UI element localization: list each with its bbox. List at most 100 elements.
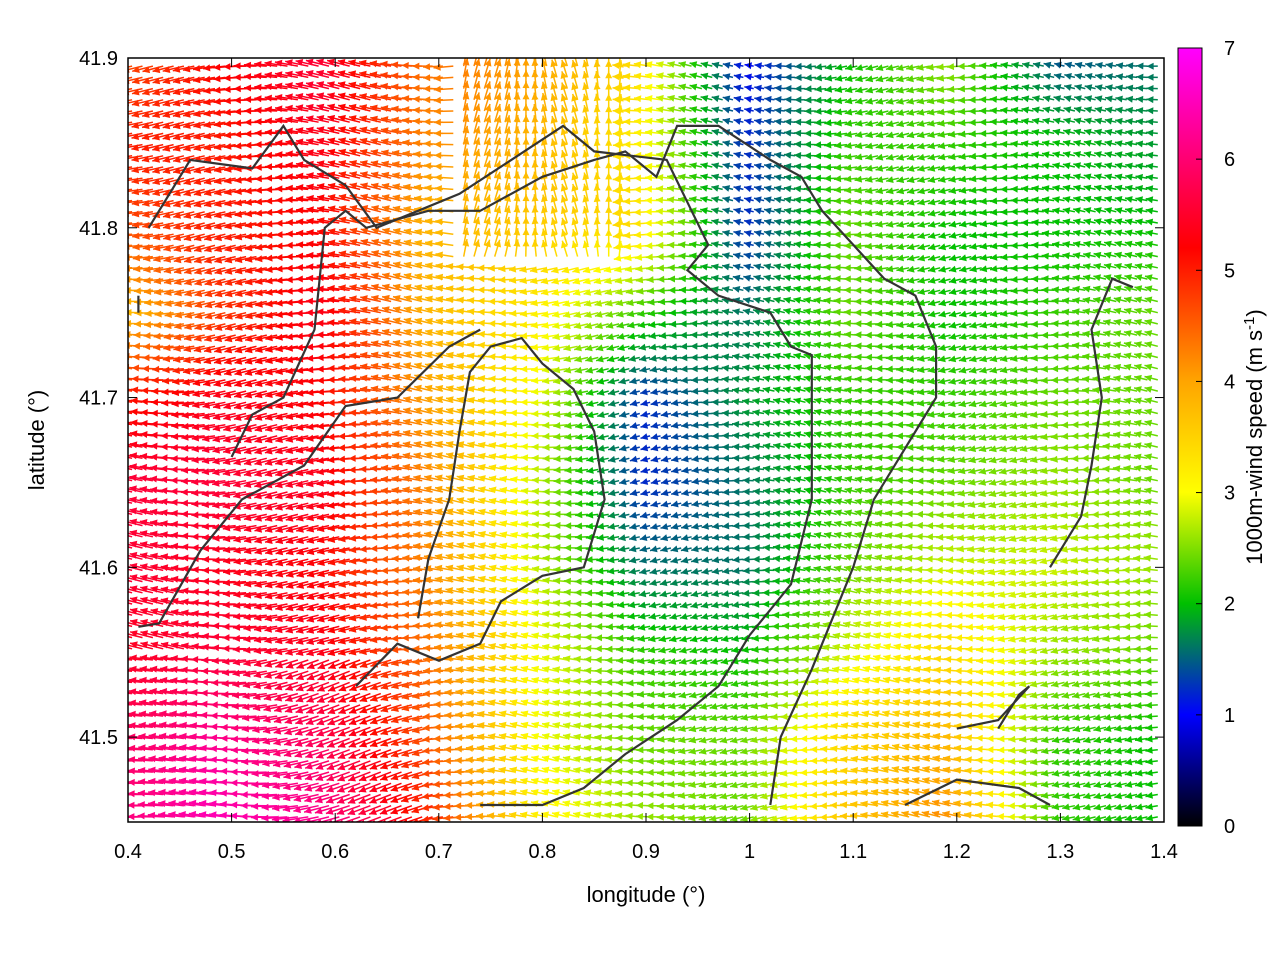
wind-vector-head (997, 802, 1004, 809)
wind-vector-head (997, 735, 1004, 742)
wind-vector (637, 669, 650, 676)
wind-vector-head (851, 756, 859, 763)
wind-vector (637, 658, 650, 665)
wind-vector-head (720, 748, 728, 755)
wind-vector (1093, 669, 1107, 676)
wind-vector-head (668, 747, 675, 754)
wind-vector-head (605, 734, 612, 741)
wind-vector-head (802, 667, 809, 674)
wind-vector-head (118, 711, 125, 718)
wind-vector-head (820, 768, 827, 775)
wind-vector-head (810, 769, 817, 776)
wind-vector (1104, 793, 1116, 800)
wind-vector-head (584, 789, 592, 796)
wind-vector-head (210, 778, 217, 785)
wind-vector (710, 703, 723, 710)
wind-vector-head (1083, 759, 1091, 766)
wind-vector-head (711, 635, 719, 642)
wind-vector (679, 647, 691, 654)
wind-vector-head (771, 668, 778, 675)
wind-vector (741, 691, 754, 698)
wind-vector-head (616, 713, 623, 720)
wind-vector-head (657, 792, 664, 799)
wind-vector-head (201, 668, 208, 675)
wind-vector (720, 793, 733, 800)
wind-vector-head (760, 759, 768, 766)
wind-vector-head (700, 681, 708, 688)
wind-vector-head (230, 790, 237, 797)
wind-vector (709, 804, 723, 811)
wind-vector-head (699, 804, 707, 811)
wind-vector (730, 714, 743, 721)
wind-vector (1135, 815, 1147, 822)
wind-vector-head (903, 677, 911, 684)
wind-vector-head (221, 691, 228, 698)
wind-vector-head (810, 814, 817, 821)
wind-vector-head (699, 714, 707, 721)
wind-vector (1030, 681, 1044, 688)
wind-vector-head (1083, 793, 1091, 800)
wind-vector-head (626, 702, 633, 709)
wind-vector (740, 815, 753, 822)
wind-vector-head (465, 813, 472, 820)
wind-vector-head (455, 780, 462, 787)
wind-vector-head (688, 815, 695, 822)
wind-vector (699, 703, 712, 710)
wind-vector-head (499, 756, 507, 763)
wind-vector-head (520, 812, 528, 819)
wind-vector-head (1146, 803, 1154, 810)
wind-vector-head (822, 667, 830, 674)
wind-vector-head (1051, 692, 1059, 699)
wind-vector-head (637, 713, 644, 720)
wind-vector-head (1145, 679, 1152, 686)
wind-vector-head (553, 677, 561, 684)
wind-vector-head (1083, 748, 1091, 755)
wind-vector-head (781, 713, 788, 720)
wind-vector (711, 647, 723, 654)
wind-vector-head (433, 781, 440, 788)
wind-vector (1104, 714, 1117, 721)
wind-vector-head (830, 813, 837, 820)
wind-vector (1104, 815, 1116, 822)
wind-vector-head (832, 678, 840, 685)
wind-vector-head (434, 690, 441, 697)
wind-vector (1019, 769, 1034, 776)
wind-vector-head (760, 782, 768, 789)
wind-vector-head (477, 745, 484, 752)
wind-vector (1082, 669, 1095, 676)
wind-vector (750, 804, 764, 811)
wind-vector-head (434, 701, 441, 708)
wind-vector-head (1114, 804, 1122, 811)
wind-vector (1041, 692, 1055, 699)
wind-vector (1145, 736, 1157, 743)
wind-vector-head (626, 779, 633, 786)
wind-vector (740, 793, 753, 800)
wind-vector (689, 748, 702, 755)
wind-vector-head (477, 733, 484, 740)
wind-vector-head (443, 792, 450, 799)
wind-vector (627, 646, 640, 653)
wind-vector-head (667, 803, 674, 810)
wind-vector (720, 703, 733, 710)
wind-vector (1114, 770, 1126, 777)
wind-vector (1094, 759, 1106, 766)
wind-vector (616, 646, 629, 653)
wind-vector-head (1145, 747, 1152, 754)
wind-vector (668, 703, 681, 710)
wind-vector-head (1062, 815, 1070, 822)
wind-vector (1083, 770, 1095, 777)
wind-vector (1072, 658, 1086, 665)
wind-vector-head (200, 756, 207, 763)
wind-vector-head (605, 668, 612, 675)
wind-vector-head (191, 678, 198, 685)
wind-vector-head (800, 792, 807, 799)
wind-vector-head (700, 636, 708, 643)
wind-vector-head (454, 802, 461, 809)
wind-vector-head (444, 757, 451, 764)
wind-vector (1008, 714, 1023, 721)
wind-vector-head (689, 725, 697, 732)
wind-vector (606, 634, 620, 641)
wind-vector (688, 815, 702, 822)
wind-vector-head (1103, 691, 1111, 698)
wind-vector (1040, 658, 1054, 665)
